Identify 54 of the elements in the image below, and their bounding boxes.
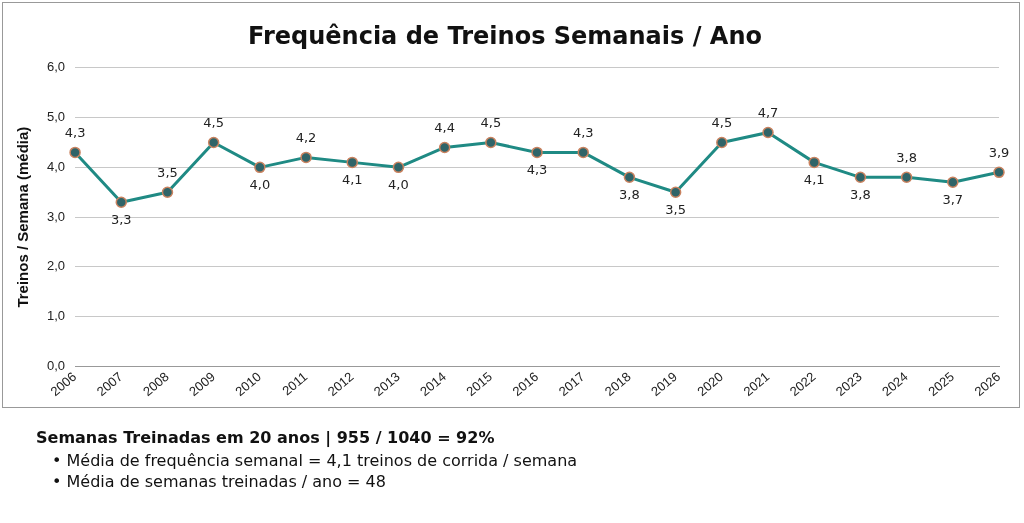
data-label: 4,3	[526, 162, 548, 178]
data-label: 4,2	[295, 130, 317, 146]
data-label: 3,8	[896, 150, 917, 166]
data-label: 4,5	[711, 115, 733, 131]
data-label: 3,5	[665, 202, 686, 218]
data-label: 4,7	[757, 105, 779, 121]
data-label: 4,1	[341, 172, 363, 188]
point	[485, 136, 497, 149]
data-label: 4,3	[64, 125, 86, 141]
y-axis-title: Treinos / Semana (média)	[14, 126, 32, 308]
data-label: 3,8	[850, 187, 871, 203]
y-tick-label: 3,0	[46, 208, 66, 224]
point	[531, 146, 543, 159]
point	[254, 161, 266, 174]
y-tick-label: 6,0	[46, 59, 66, 75]
point	[808, 156, 820, 169]
data-label: 3,5	[157, 165, 178, 181]
chart-title: Frequência de Treinos Semanais / Ano	[248, 21, 762, 50]
point	[300, 151, 312, 164]
y-tick-label: 0,0	[46, 358, 66, 374]
data-label: 4,0	[388, 177, 409, 193]
y-tick-label: 5,0	[46, 109, 66, 125]
point	[762, 126, 774, 139]
point	[900, 171, 913, 184]
point	[623, 171, 636, 184]
point	[947, 176, 959, 189]
point	[577, 146, 589, 159]
data-label: 3,9	[988, 145, 1010, 161]
data-label: 4,5	[480, 115, 502, 131]
data-label: 3,3	[110, 212, 132, 228]
text: Semanas Treinadas em 20 anos | 955 / 1040 = 92%	[36, 428, 496, 447]
point	[716, 136, 728, 149]
data-label: 3,7	[942, 192, 964, 208]
text: • Média de semanas treinadas / ano = 48	[51, 472, 387, 491]
data-label: 4,0	[249, 177, 271, 193]
data-label: 4,1	[803, 172, 825, 188]
point	[669, 186, 682, 198]
data-label: 4,5	[203, 115, 224, 131]
point	[993, 166, 1005, 179]
y-tick-label: 4,0	[46, 158, 66, 174]
data-label: 3,8	[619, 187, 640, 203]
point	[438, 141, 451, 154]
text: • Média de frequência semanal = 4,1 treinos de corrida / semana	[51, 451, 578, 470]
data-label: 4,4	[434, 120, 455, 136]
point	[346, 156, 358, 169]
point	[854, 171, 867, 184]
point	[392, 161, 405, 174]
point	[69, 146, 81, 159]
data-label: 4,3	[572, 125, 594, 141]
point	[207, 136, 220, 149]
y-tick-label: 1,0	[46, 308, 66, 324]
y-tick-label: 2,0	[46, 258, 66, 274]
point	[161, 186, 174, 198]
point	[115, 196, 128, 208]
